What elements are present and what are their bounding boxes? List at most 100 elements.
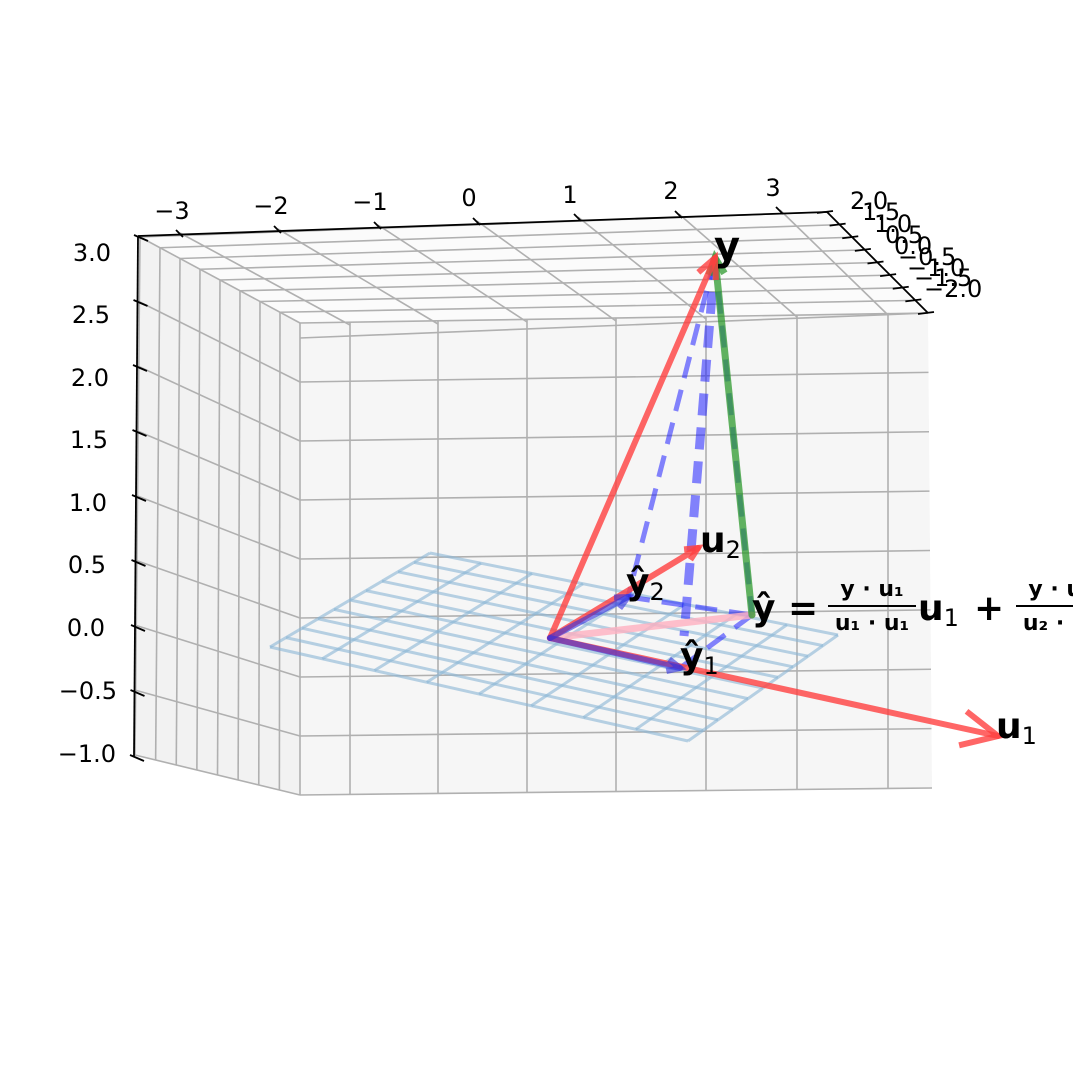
formula-term1-vector-sub: 1 [944, 604, 959, 632]
z-tick-label: 2.5 [72, 301, 110, 329]
y-tick-mark [867, 260, 884, 265]
formula-term2-denominator: u₂ · u₂ [1023, 611, 1073, 636]
grid-line [377, 224, 528, 323]
z-tick-mark [133, 299, 148, 307]
y-tick-mark [829, 222, 846, 227]
grid-line [279, 299, 916, 314]
y-tick-labels: 2.0 1.5 1.0 0.5 0.0 −0.5 −1.0 −1.5 −2.0 [850, 187, 982, 303]
projection-line-y-to-yhat2 [625, 257, 718, 598]
plane-mesh-line [373, 572, 533, 672]
x-tick-label: 0 [461, 184, 476, 212]
y-tick-label: 1.0 [874, 210, 912, 238]
grid-line [179, 232, 351, 326]
vector-y-hat-2-head [613, 593, 635, 611]
tick-marks [129, 206, 935, 762]
grid-line [299, 727, 932, 737]
grid-line [678, 213, 798, 318]
plane-mesh-line [530, 602, 686, 708]
projection-line-yhat2-to-yhat [627, 594, 753, 618]
vector-y-hat-1-head [665, 656, 687, 675]
x-tick-mark [573, 213, 582, 222]
vector-y [547, 255, 718, 641]
grid-line [476, 220, 617, 322]
x-tick-label: −3 [154, 197, 189, 225]
z-tick-mark [129, 754, 145, 762]
z-tick-mark [132, 429, 147, 437]
label-y-hat-1: ŷ1 [680, 636, 719, 680]
y-tick-label: −1.0 [907, 254, 965, 282]
vector-labels: y u2 u1 ŷ2 ŷ1 [626, 224, 1037, 750]
y-tick-mark [892, 285, 909, 290]
projection-line-yhat1-to-yhat [678, 612, 754, 671]
vector-y-hat [546, 611, 756, 642]
label-u2-letter: u [700, 520, 726, 561]
y-tick-mark [905, 298, 922, 303]
label-u1: u1 [996, 706, 1037, 750]
y-tick-mark [854, 247, 871, 252]
grid-line [299, 609, 931, 619]
y-tick-label: 2.0 [850, 187, 888, 215]
grid-line [299, 312, 929, 324]
y-tick-label: −2.0 [924, 275, 982, 303]
y-tick-mark [842, 235, 859, 240]
subspace-plane [269, 551, 839, 743]
grid-line [779, 209, 889, 316]
x-tick-label: −1 [352, 188, 387, 216]
label-y-hat-2-sub: 2 [649, 578, 664, 606]
x-tick-mark [674, 210, 683, 219]
label-y-hat-2-letter: ŷ [626, 562, 649, 603]
grid-lines [134, 209, 933, 796]
z-tick-mark [130, 689, 145, 697]
grid-line [239, 274, 891, 292]
grid-line [299, 430, 930, 442]
plane-mesh-line [634, 623, 788, 731]
grid-line [159, 223, 840, 249]
z-tick-label: −1.0 [58, 740, 116, 768]
grid-line [577, 216, 707, 320]
grid-line [154, 247, 161, 761]
plane-mesh-line [269, 551, 431, 649]
projection-formula: ŷ = y · u₁ u₁ · u₁ u1 + y · u₂ u₂ · u₂ [752, 577, 1073, 636]
grid-line [175, 258, 181, 766]
formula-term2-numerator: y · u₂ [1028, 577, 1073, 602]
formula-lhs: ŷ = [752, 588, 818, 629]
z-tick-mark [131, 494, 147, 502]
vectors [546, 249, 1005, 749]
z-tick-mark [130, 624, 146, 632]
x-tick-label: −2 [253, 192, 288, 220]
grid-line [216, 279, 221, 776]
x-axis-line [137, 211, 828, 237]
x-tick-mark [175, 229, 184, 238]
grid-line [278, 312, 281, 791]
x-tick-labels: −3 −2 −1 0 1 2 3 [154, 174, 780, 225]
x-tick-label: 1 [562, 181, 577, 209]
grid-line [299, 312, 929, 339]
grid-line [299, 787, 933, 796]
grid-line [179, 236, 853, 260]
label-y-hat-1-sub: 1 [703, 652, 718, 680]
z-tick-label: 0.0 [67, 614, 105, 642]
projection-line-y-to-yhat1 [679, 257, 720, 637]
z-tick-labels: 3.0 2.5 2.0 1.5 1.0 0.5 0.0 −0.5 −1.0 [58, 239, 117, 768]
grid-line [299, 549, 931, 560]
grid-line [219, 261, 878, 281]
z-tick-mark [132, 364, 148, 372]
formula-term1-numerator: y · u₁ [840, 577, 903, 602]
grid-line [199, 249, 865, 271]
vector-y-hat-2 [547, 594, 631, 641]
vector-u2-head [683, 544, 704, 562]
x-tick-mark [472, 217, 481, 226]
grid-line [299, 371, 929, 383]
label-y: y [714, 224, 740, 270]
plane-mesh-line [321, 561, 482, 661]
z-tick-label: 0.5 [68, 551, 106, 579]
grid-line [299, 668, 932, 678]
z-tick-label: −0.5 [59, 677, 117, 705]
vector-u1-head [958, 708, 1005, 749]
z-tick-label: 2.0 [71, 364, 109, 392]
x-tick-label: 3 [765, 174, 780, 202]
plane-mesh-line [425, 582, 584, 684]
grid-line [257, 301, 261, 786]
label-u1-sub: 1 [1022, 722, 1037, 750]
